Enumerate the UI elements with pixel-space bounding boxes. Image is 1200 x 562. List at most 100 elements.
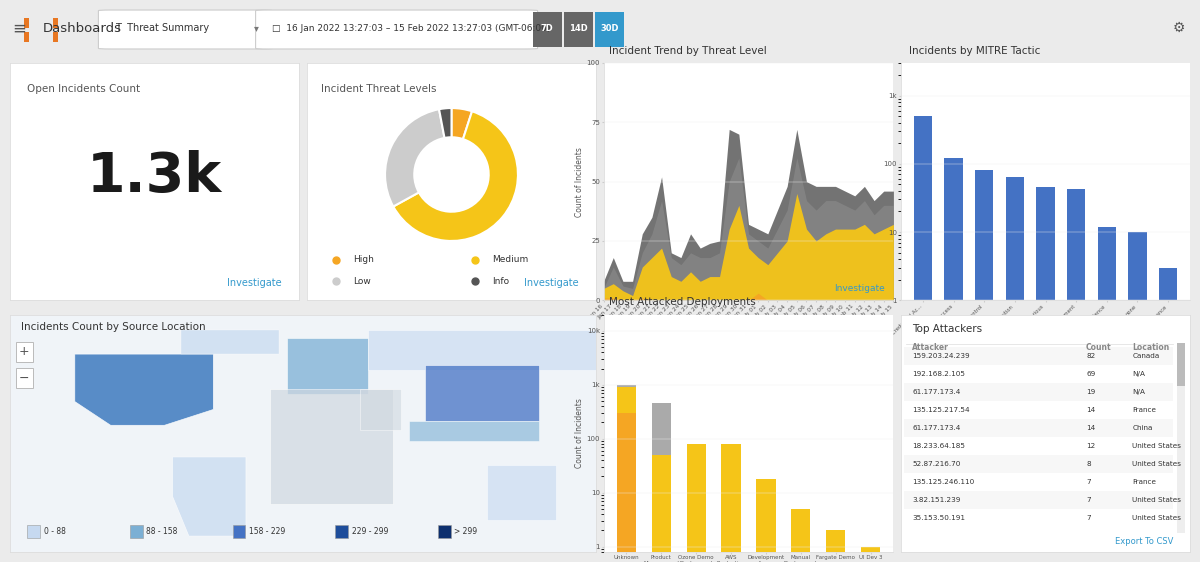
Text: United States: United States — [1133, 443, 1182, 449]
Text: 1.3k: 1.3k — [86, 150, 222, 204]
Text: 35.153.50.191: 35.153.50.191 — [912, 515, 965, 521]
Text: Top Attackers: Top Attackers — [912, 324, 983, 334]
FancyBboxPatch shape — [904, 455, 1174, 473]
Bar — [652, 404, 671, 455]
Text: Investigate: Investigate — [227, 278, 282, 288]
Bar — [791, 509, 810, 562]
Polygon shape — [425, 365, 539, 420]
Bar — [617, 385, 636, 387]
Bar — [233, 524, 246, 538]
Text: Investigate: Investigate — [524, 278, 578, 288]
Text: Location: Location — [1133, 343, 1170, 352]
Bar — [1098, 226, 1116, 562]
Text: 12: 12 — [1086, 443, 1096, 449]
Text: Info: Info — [492, 277, 509, 286]
Text: 82: 82 — [1086, 352, 1096, 359]
Text: Low: Low — [353, 277, 371, 286]
Text: −: − — [19, 371, 30, 384]
Text: 7: 7 — [1086, 497, 1091, 503]
Y-axis label: Count of Incidents: Count of Incidents — [575, 147, 584, 216]
Text: 52.87.216.70: 52.87.216.70 — [912, 461, 960, 467]
FancyBboxPatch shape — [533, 12, 562, 47]
Bar — [976, 170, 994, 562]
Text: Incidents by MITRE Tactic: Incidents by MITRE Tactic — [910, 46, 1040, 56]
FancyBboxPatch shape — [904, 419, 1174, 437]
Text: Investigate: Investigate — [1130, 367, 1182, 376]
Text: France: France — [1133, 407, 1157, 413]
Bar — [944, 158, 962, 562]
FancyBboxPatch shape — [98, 10, 272, 49]
FancyBboxPatch shape — [53, 32, 58, 43]
Text: Incident Threat Levels: Incident Threat Levels — [322, 84, 437, 94]
Text: Medium: Medium — [492, 256, 528, 265]
FancyBboxPatch shape — [24, 17, 29, 28]
Polygon shape — [360, 389, 401, 430]
Text: □  16 Jan 2022 13:27:03 – 15 Feb 2022 13:27:03 (GMT-06:00): □ 16 Jan 2022 13:27:03 – 15 Feb 2022 13:… — [272, 24, 551, 33]
Text: 135.125.217.54: 135.125.217.54 — [912, 407, 970, 413]
FancyBboxPatch shape — [1177, 343, 1184, 386]
Text: 158 - 229: 158 - 229 — [250, 527, 286, 536]
Text: ▾: ▾ — [254, 24, 259, 33]
Polygon shape — [287, 338, 368, 393]
Text: Incidents Count by Source Location: Incidents Count by Source Location — [22, 321, 206, 332]
Polygon shape — [368, 330, 596, 370]
Polygon shape — [74, 354, 214, 425]
FancyBboxPatch shape — [53, 17, 58, 28]
Text: 19: 19 — [1086, 389, 1096, 395]
Text: N/A: N/A — [1133, 370, 1146, 377]
Text: Dashboards: Dashboards — [43, 22, 122, 35]
Text: 61.177.173.4: 61.177.173.4 — [912, 425, 960, 430]
Text: > 299: > 299 — [455, 527, 478, 536]
Text: United States: United States — [1133, 497, 1182, 503]
Text: Attacker: Attacker — [912, 343, 949, 352]
FancyBboxPatch shape — [24, 32, 29, 43]
Text: United States: United States — [1133, 461, 1182, 467]
Bar — [756, 479, 775, 562]
Text: 3.82.151.239: 3.82.151.239 — [912, 497, 960, 503]
Text: 14: 14 — [1086, 407, 1096, 413]
Text: 8: 8 — [1086, 461, 1091, 467]
Text: 7D: 7D — [541, 24, 553, 33]
Polygon shape — [487, 465, 556, 520]
Text: 159.203.24.239: 159.203.24.239 — [912, 352, 970, 359]
FancyBboxPatch shape — [256, 10, 538, 49]
Bar — [1037, 188, 1055, 562]
Text: United States: United States — [1133, 515, 1182, 521]
FancyBboxPatch shape — [1177, 343, 1184, 533]
Text: ≡: ≡ — [12, 19, 26, 37]
Text: Most Attacked Deployments: Most Attacked Deployments — [610, 297, 756, 307]
Text: Count: Count — [1086, 343, 1111, 352]
Text: 61.177.173.4: 61.177.173.4 — [912, 389, 960, 395]
Bar — [1128, 232, 1146, 562]
FancyBboxPatch shape — [595, 12, 624, 47]
Text: 229 - 299: 229 - 299 — [352, 527, 388, 536]
Bar — [686, 444, 706, 562]
Text: 69: 69 — [1086, 370, 1096, 377]
Text: 14D: 14D — [569, 24, 588, 33]
Text: 135.125.246.110: 135.125.246.110 — [912, 479, 974, 485]
Text: 88 - 158: 88 - 158 — [146, 527, 178, 536]
FancyBboxPatch shape — [564, 12, 593, 47]
Legend: High, Medium, Low, Info: High, Medium, Low, Info — [664, 391, 834, 406]
Bar — [721, 444, 740, 562]
Polygon shape — [409, 420, 539, 441]
Text: Investigate: Investigate — [834, 284, 884, 293]
Polygon shape — [181, 330, 278, 354]
Text: Canada: Canada — [1133, 352, 1159, 359]
Bar — [1067, 189, 1085, 562]
Bar — [652, 455, 671, 562]
Bar — [130, 524, 143, 538]
Y-axis label: Count of Incidents: Count of Incidents — [575, 398, 584, 468]
Text: 14: 14 — [1086, 425, 1096, 430]
Text: China: China — [1133, 425, 1153, 430]
Text: 192.168.2.105: 192.168.2.105 — [912, 370, 965, 377]
Bar — [335, 524, 348, 538]
Text: France: France — [1133, 479, 1157, 485]
Text: +: + — [19, 346, 30, 359]
FancyBboxPatch shape — [904, 491, 1174, 509]
Text: High: High — [353, 256, 374, 265]
Bar — [1159, 268, 1177, 562]
Bar — [914, 116, 932, 562]
Polygon shape — [173, 457, 246, 536]
Text: Incident Trend by Threat Level: Incident Trend by Threat Level — [610, 46, 767, 56]
